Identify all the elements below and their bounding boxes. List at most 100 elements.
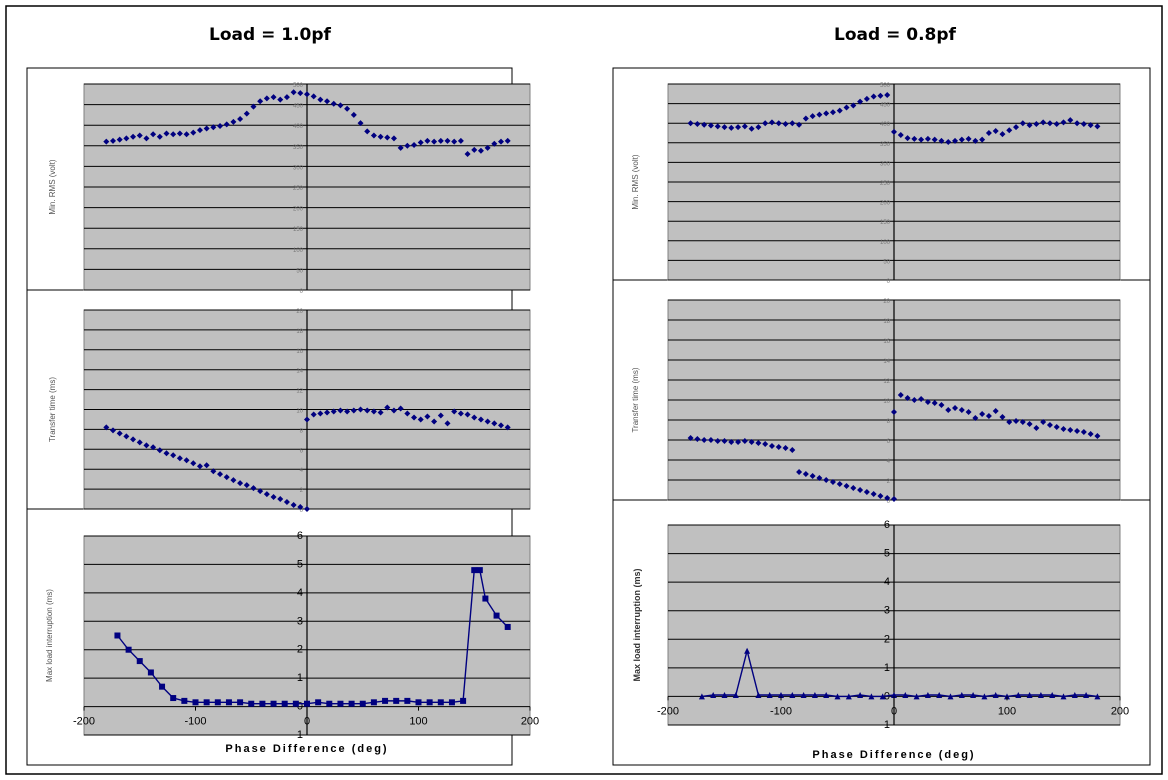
data-point [1067, 117, 1074, 124]
data-point [143, 135, 150, 142]
y-tick-label: 4 [887, 459, 891, 465]
data-point [130, 436, 137, 443]
data-point [755, 440, 762, 446]
data-point [404, 142, 411, 149]
y-tick-label: 300 [293, 165, 304, 171]
data-point [707, 437, 714, 443]
y-tick-label: 400 [880, 122, 891, 128]
data-point [181, 697, 188, 704]
data-point [464, 151, 471, 158]
y-tick-label: -1 [880, 719, 890, 731]
data-point [457, 410, 464, 417]
data-point [714, 123, 721, 130]
data-point [444, 420, 451, 427]
data-point [748, 439, 755, 445]
data-point [370, 699, 377, 706]
data-point [357, 120, 364, 127]
data-point [471, 414, 478, 421]
x-axis-label: Phase Difference (deg) [225, 743, 388, 755]
y-tick-label: 250 [293, 186, 304, 192]
data-point [979, 136, 986, 143]
data-point [457, 137, 464, 144]
data-point [370, 408, 377, 415]
y-tick-label: 10 [883, 399, 890, 405]
data-point [377, 409, 384, 416]
data-point [136, 132, 143, 139]
data-point [451, 138, 458, 145]
data-point [150, 444, 157, 451]
data-point [237, 480, 244, 487]
data-point [755, 124, 762, 131]
x-tick-label: 100 [998, 705, 1016, 717]
data-point [778, 692, 784, 698]
data-point [877, 92, 884, 99]
data-point [701, 121, 708, 128]
data-point [863, 489, 870, 495]
data-point [1019, 419, 1026, 425]
y-tick-label: 16 [296, 349, 303, 355]
data-point [451, 408, 458, 415]
data-point [304, 416, 310, 423]
data-point [911, 135, 918, 142]
data-point [823, 692, 830, 698]
data-point [891, 409, 897, 415]
data-point [217, 471, 224, 478]
data-point [136, 439, 143, 446]
data-point [217, 123, 224, 130]
data-point [843, 104, 850, 111]
y-tick-label: 18 [883, 319, 890, 325]
data-point [377, 133, 384, 140]
data-point [1074, 120, 1081, 127]
data-point [493, 612, 500, 619]
data-point [203, 125, 210, 132]
x-tick-label: 200 [1111, 705, 1129, 717]
data-point [913, 693, 920, 700]
data-point [958, 407, 965, 413]
y-tick-label: 16 [883, 339, 890, 345]
data-point [290, 502, 297, 509]
y-tick-label: 400 [293, 124, 304, 130]
data-point [1037, 692, 1044, 698]
data-point [823, 477, 830, 483]
data-point [370, 132, 377, 139]
y-axis-label: Transfer time (ms) [631, 367, 640, 432]
data-point [1074, 428, 1081, 434]
data-point [491, 420, 498, 427]
data-point [897, 392, 904, 398]
data-point [163, 450, 170, 457]
y-tick-label: 200 [293, 207, 304, 213]
data-point [484, 418, 491, 425]
data-point [109, 427, 116, 434]
x-tick-label: 0 [891, 705, 897, 717]
y-tick-label: 300 [880, 161, 891, 167]
data-point [431, 418, 438, 425]
data-point [735, 439, 742, 445]
data-point [460, 697, 467, 704]
data-point [1026, 692, 1033, 698]
data-point [931, 136, 938, 143]
data-point [884, 91, 891, 98]
data-point [310, 93, 317, 100]
data-point [330, 408, 337, 415]
data-point [857, 692, 864, 698]
data-point [789, 120, 796, 127]
data-point [364, 407, 371, 414]
data-point [424, 137, 431, 144]
data-point [170, 452, 177, 459]
y-tick-label: 350 [880, 142, 891, 148]
data-point [891, 692, 897, 698]
data-point [315, 699, 322, 706]
data-point [936, 692, 943, 698]
y-tick-label: 500 [293, 83, 304, 89]
data-point [850, 485, 857, 491]
data-point [1060, 426, 1067, 432]
data-point [904, 135, 911, 142]
right-subplot-2: 6 5 4 3 2 1 0-1 Max load interruption (ms) -200 -… [632, 519, 1129, 761]
y-tick-label: 2 [884, 633, 890, 645]
y-axis-label: Transfer time (ms) [48, 377, 57, 442]
data-point [163, 130, 170, 137]
data-point [782, 120, 789, 127]
data-point [317, 96, 324, 103]
data-point [243, 110, 250, 117]
